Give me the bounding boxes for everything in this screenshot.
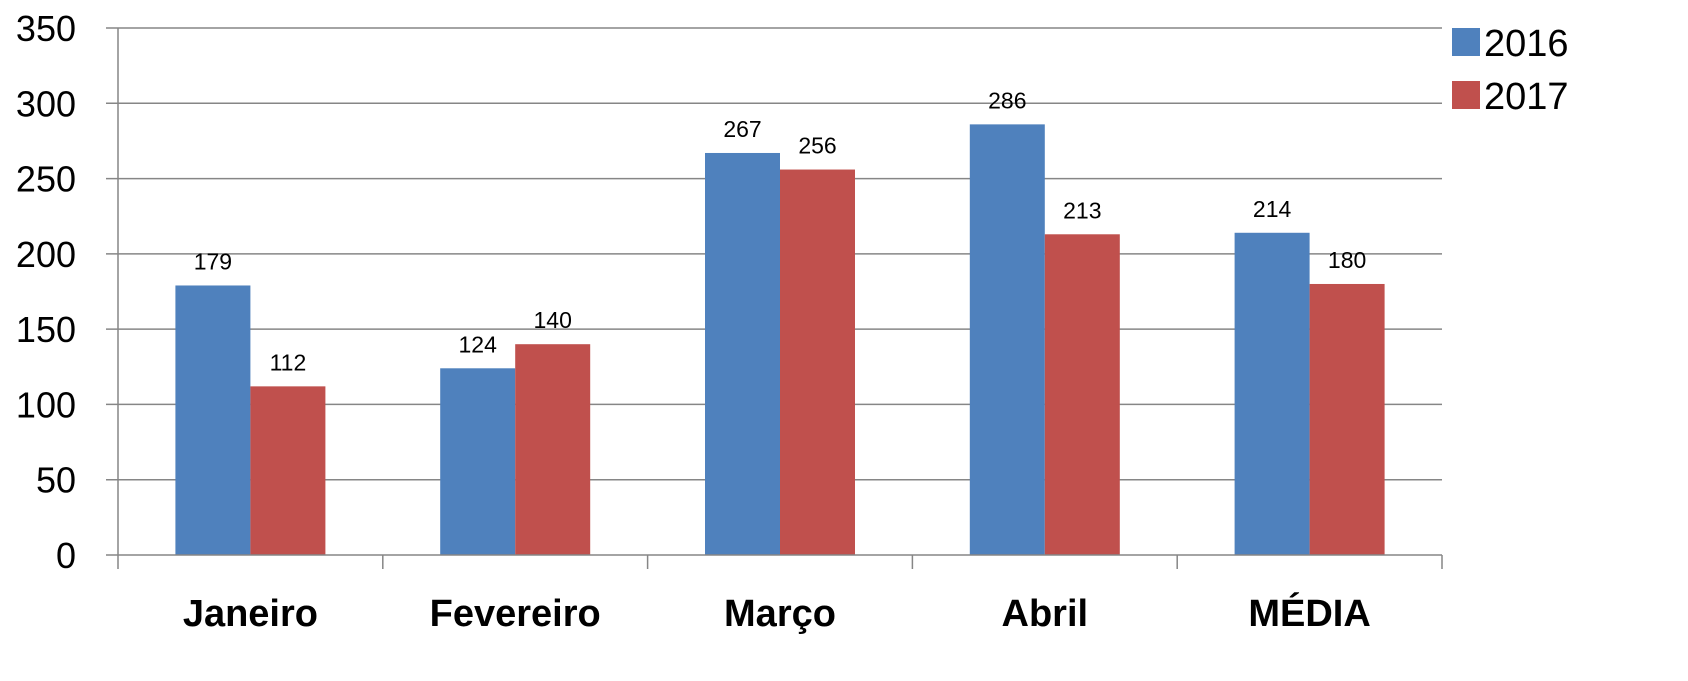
bar-2016-3 [969, 124, 1045, 555]
y-tick-label: 350 [16, 8, 76, 49]
x-axis: Janeiro Fevereiro Março Abril MÉDIA [106, 554, 1443, 635]
legend-swatch-2016 [1452, 28, 1480, 56]
y-tick-label: 0 [56, 535, 76, 576]
legend: 2016 2017 [1452, 23, 1569, 118]
y-tick-label: 200 [16, 234, 76, 275]
y-tick-label: 150 [16, 309, 76, 350]
bar-2017-4 [1309, 283, 1385, 555]
x-tick-label: MÉDIA [1248, 591, 1370, 635]
y-axis: 0 50 100 150 200 250 300 350 [16, 8, 119, 576]
data-label-2016-0: 179 [194, 248, 232, 274]
data-label-2017-4: 180 [1328, 247, 1366, 273]
x-tick-label: Abril [1002, 593, 1089, 635]
bar-2016-1 [440, 368, 516, 555]
bar-2017-2 [780, 169, 855, 555]
data-label-2016-1: 124 [459, 331, 498, 357]
bars [175, 124, 1385, 556]
y-tick-label: 50 [36, 460, 76, 501]
bar-2016-4 [1234, 232, 1310, 555]
y-tick-label: 100 [16, 384, 76, 425]
bar-2016-2 [705, 152, 780, 555]
bar-2016-0 [175, 285, 251, 555]
data-label-2017-2: 256 [798, 133, 836, 159]
data-label-2016-2: 267 [723, 116, 761, 142]
bar-2017-0 [250, 386, 326, 555]
x-tick-label: Março [724, 593, 836, 635]
legend-label-2017: 2017 [1484, 76, 1569, 118]
data-label-2017-0: 112 [270, 349, 307, 375]
bar-2017-1 [515, 344, 591, 555]
bar-2017-3 [1044, 234, 1120, 556]
data-labels: 179 112 124 140 267 256 286 213 214 180 [194, 87, 1367, 375]
data-label-2016-3: 286 [988, 87, 1026, 113]
legend-swatch-2017 [1452, 81, 1480, 109]
data-label-2016-4: 214 [1253, 196, 1292, 222]
x-tick-label: Janeiro [183, 593, 318, 635]
y-tick-label: 250 [16, 159, 76, 200]
data-label-2017-3: 213 [1063, 197, 1101, 223]
y-tick-label: 300 [16, 83, 76, 124]
legend-label-2016: 2016 [1484, 23, 1569, 65]
data-label-2017-1: 140 [534, 307, 572, 333]
x-tick-label: Fevereiro [430, 593, 601, 635]
